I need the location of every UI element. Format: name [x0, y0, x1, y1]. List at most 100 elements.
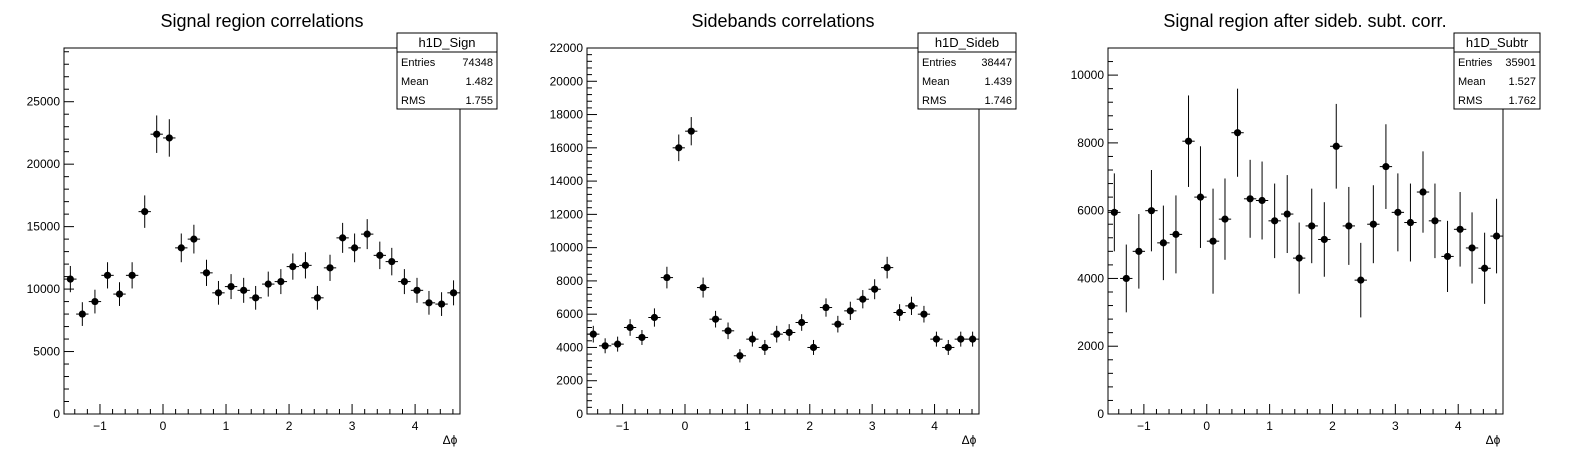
stats-value-mean: 1.482 — [465, 76, 493, 88]
y-tick-label: 10000 — [1071, 68, 1105, 82]
stats-label-entries: Entries — [1458, 57, 1493, 69]
data-marker — [614, 340, 622, 348]
data-point — [709, 310, 722, 328]
data-point — [224, 274, 238, 300]
data-point — [88, 289, 102, 314]
stats-label-mean: Mean — [922, 76, 950, 88]
data-marker — [773, 330, 781, 338]
data-marker — [1271, 217, 1279, 225]
data-marker — [675, 144, 683, 152]
x-tick-label: −1 — [1137, 419, 1151, 433]
data-point — [212, 280, 225, 305]
data-marker — [400, 277, 408, 286]
x-tick-label: 3 — [1392, 419, 1399, 433]
plot-frame — [586, 47, 980, 415]
data-point — [1305, 188, 1318, 264]
y-tick-label: 0 — [1097, 407, 1104, 421]
data-point — [200, 259, 213, 286]
data-marker — [1308, 222, 1316, 230]
data-point — [101, 262, 114, 289]
data-marker — [1283, 210, 1291, 218]
data-point — [672, 134, 685, 162]
data-point — [1108, 173, 1121, 252]
data-marker — [1443, 252, 1452, 261]
data-marker — [883, 264, 891, 272]
y-tick-label: 4000 — [1077, 271, 1104, 285]
data-marker — [798, 318, 806, 327]
data-marker — [1159, 239, 1167, 247]
data-marker — [699, 283, 707, 292]
x-axis-label: Δϕ — [443, 433, 458, 447]
data-marker — [376, 251, 384, 259]
data-marker — [1357, 276, 1365, 284]
y-tick-label: 2000 — [556, 374, 583, 388]
x-tick-label: −1 — [93, 419, 107, 433]
x-tick-label: 2 — [286, 419, 293, 433]
data-marker — [1184, 137, 1193, 145]
data-marker — [589, 330, 597, 338]
data-point — [1318, 202, 1331, 277]
data-point — [844, 301, 857, 321]
data-marker — [363, 230, 371, 238]
data-marker — [626, 323, 634, 332]
data-marker — [1196, 193, 1205, 201]
data-point — [623, 319, 637, 336]
data-point — [435, 292, 448, 316]
stats-value-rms: 1.755 — [465, 95, 493, 107]
data-marker — [227, 282, 235, 291]
data-marker — [326, 264, 334, 272]
data-marker — [1295, 254, 1303, 262]
data-marker — [128, 271, 136, 279]
data-marker — [1406, 218, 1415, 227]
data-point — [1281, 175, 1294, 254]
x-tick-label: 1 — [1266, 419, 1273, 433]
data-point — [770, 325, 783, 343]
data-marker — [103, 271, 112, 279]
data-marker — [413, 286, 421, 294]
data-point — [1428, 183, 1442, 259]
chart-title: Signal region after sideb. subt. corr. — [1163, 11, 1446, 31]
data-marker — [301, 261, 310, 269]
stats-value-entries: 35901 — [1505, 57, 1536, 69]
data-point — [1169, 195, 1183, 274]
data-point — [237, 277, 250, 303]
data-marker — [650, 313, 659, 322]
data-point — [1255, 161, 1269, 240]
x-tick-label: 4 — [931, 419, 938, 433]
data-point — [138, 195, 151, 228]
data-point — [1182, 95, 1195, 187]
data-point — [954, 331, 967, 347]
data-marker — [313, 294, 322, 302]
stats-box-frame — [1453, 32, 1541, 110]
data-point — [1367, 185, 1380, 264]
data-marker — [277, 277, 285, 286]
stats-value-entries: 74348 — [462, 57, 493, 69]
data-point — [1206, 188, 1220, 294]
chart-panel: Sidebands correlations −1 0 1 2 3 4 0 2000 4000 60… — [550, 11, 1017, 447]
data-point — [348, 233, 361, 263]
data-marker — [638, 333, 646, 342]
y-tick-label: 10000 — [27, 282, 61, 296]
data-point — [274, 269, 288, 295]
data-marker — [153, 130, 161, 138]
data-point — [1391, 173, 1405, 252]
chart-panel: Signal region correlations −1 0 1 2 3 4 0 5000 10… — [27, 11, 498, 447]
x-tick-label: 1 — [223, 419, 230, 433]
data-marker — [202, 269, 211, 277]
data-marker — [736, 352, 744, 360]
y-tick-label: 22000 — [550, 41, 584, 55]
data-point — [721, 322, 735, 340]
x-tick-label: 3 — [349, 419, 356, 433]
data-point — [1145, 170, 1158, 252]
y-tick-label: 8000 — [1077, 136, 1104, 150]
y-tick-label: 12000 — [550, 207, 584, 221]
data-point — [635, 329, 649, 345]
data-marker — [1394, 208, 1402, 216]
data-marker — [896, 308, 904, 317]
data-marker — [1209, 237, 1217, 245]
x-tick-label: 0 — [1203, 419, 1210, 433]
stats-label-entries: Entries — [922, 57, 957, 69]
x-axis-label: Δϕ — [962, 433, 977, 447]
data-point — [398, 269, 411, 295]
data-marker — [785, 328, 793, 337]
